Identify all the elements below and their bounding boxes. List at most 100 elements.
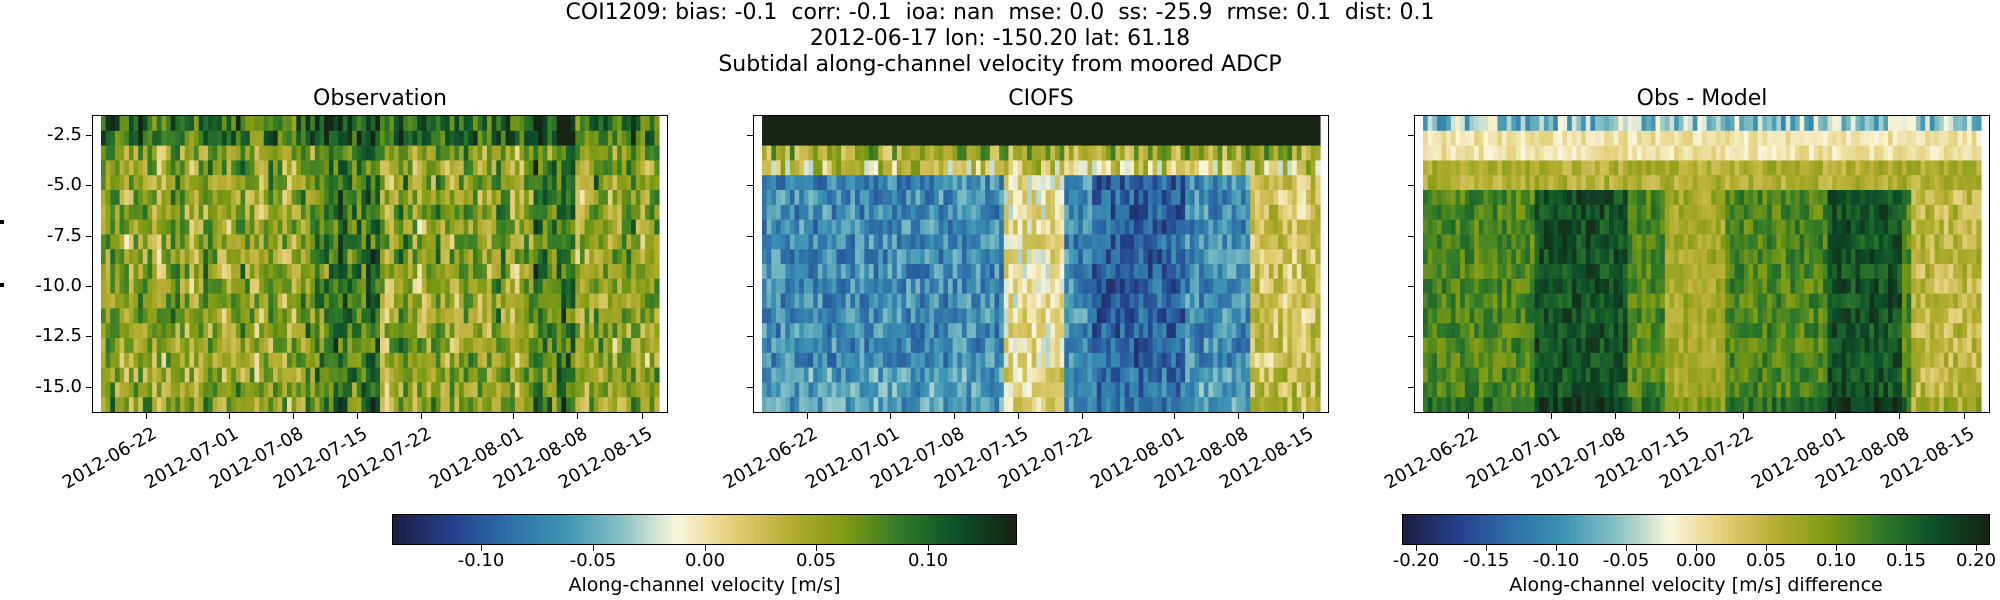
heatmap-cell <box>864 308 870 324</box>
heatmap-cell <box>194 264 200 280</box>
heatmap-cell <box>282 160 288 176</box>
heatmap-cell <box>361 116 367 132</box>
heatmap-cell <box>780 249 786 265</box>
heatmap-cell <box>1278 338 1284 354</box>
heatmap-cell <box>510 234 516 250</box>
heatmap-cell <box>324 116 330 132</box>
heatmap-cell <box>1101 130 1107 147</box>
heatmap-cell <box>184 116 190 132</box>
heatmap-cell <box>855 352 861 369</box>
heatmap-cell <box>1138 338 1144 354</box>
heatmap-cell <box>1003 145 1010 161</box>
heatmap-cell <box>254 145 260 161</box>
heatmap-cell <box>235 249 242 265</box>
heatmap-cell <box>1017 219 1023 235</box>
heatmap-cell <box>561 323 567 339</box>
heatmap-cell <box>775 367 782 383</box>
heatmap-cell <box>924 145 930 161</box>
heatmap-cell <box>393 116 400 132</box>
heatmap-cell <box>607 308 614 324</box>
heatmap-cell <box>1213 338 1219 354</box>
heatmap-cell <box>170 145 176 161</box>
heatmap-cell <box>1185 338 1191 354</box>
heatmap-cell <box>598 323 604 339</box>
heatmap-cell <box>1259 367 1265 383</box>
heatmap-cell <box>426 382 432 398</box>
heatmap-cell <box>491 293 497 309</box>
heatmap-cell <box>1259 160 1265 176</box>
heatmap-cell <box>1287 249 1293 265</box>
heatmap-cell <box>1143 219 1149 235</box>
heatmap-cell <box>598 367 604 383</box>
heatmap-cell <box>841 175 847 191</box>
heatmap-cell <box>999 130 1005 147</box>
heatmap-cell <box>975 175 982 191</box>
heatmap-cell <box>463 249 469 265</box>
heatmap-cell <box>566 130 572 147</box>
heatmap-cell <box>1124 397 1130 412</box>
heatmap-cell <box>496 308 502 324</box>
heatmap-cell <box>1134 130 1140 147</box>
heatmap-cell <box>1054 145 1061 161</box>
heatmap-cell <box>654 234 660 250</box>
heatmap-cell <box>356 382 362 398</box>
heatmap-cell <box>263 130 269 147</box>
heatmap-cell <box>579 397 586 412</box>
heatmap-cell <box>598 397 604 412</box>
heatmap-cell <box>435 204 442 221</box>
heatmap-cell <box>463 116 469 132</box>
heatmap-cell <box>1273 116 1279 132</box>
heatmap-cell <box>878 219 884 235</box>
heatmap-cell <box>1306 308 1312 324</box>
heatmap-cell <box>1082 323 1089 339</box>
heatmap-cell <box>626 145 632 161</box>
heatmap-cell <box>607 116 614 132</box>
heatmap-cell <box>827 382 833 398</box>
heatmap-cell <box>1096 382 1103 398</box>
heatmap-cell <box>584 190 590 206</box>
heatmap-cell <box>421 323 428 339</box>
heatmap-cell <box>1227 352 1233 369</box>
heatmap-cell <box>352 293 358 309</box>
heatmap-cell <box>370 264 376 280</box>
heatmap-cell <box>584 397 590 412</box>
heatmap-cell <box>1441 219 1447 235</box>
heatmap-cell <box>147 204 153 221</box>
heatmap-cell <box>500 338 507 354</box>
heatmap-cell <box>1110 160 1116 176</box>
heatmap-cell <box>1152 397 1158 412</box>
heatmap-cell <box>952 278 958 295</box>
heatmap-cell <box>1464 160 1471 176</box>
heatmap-cell <box>1240 397 1247 412</box>
heatmap-cell <box>1157 130 1163 147</box>
heatmap-cell <box>533 160 539 176</box>
heatmap-cell <box>938 323 944 339</box>
heatmap-cell <box>263 308 269 324</box>
heatmap-cell <box>1273 249 1279 265</box>
heatmap-cell <box>780 367 786 383</box>
heatmap-cell <box>477 278 483 295</box>
heatmap-cell <box>985 323 991 339</box>
heatmap-cell <box>762 367 768 383</box>
heatmap-cell <box>649 352 655 369</box>
heatmap-cell <box>971 249 977 265</box>
heatmap-cell <box>831 160 837 176</box>
heatmap-cell <box>1106 397 1112 412</box>
heatmap-cell <box>305 145 311 161</box>
heatmap-cell <box>994 145 1000 161</box>
heatmap-cell <box>138 293 144 309</box>
heatmap-cell <box>231 160 237 176</box>
heatmap-cell <box>1236 264 1242 280</box>
heatmap-cell <box>859 219 865 235</box>
heatmap-cell <box>421 175 428 191</box>
heatmap-cell <box>245 397 251 412</box>
heatmap-cell <box>1175 175 1182 191</box>
heatmap-cell <box>850 382 856 398</box>
heatmap-cell <box>268 130 274 147</box>
heatmap-cell <box>1222 308 1228 324</box>
heatmap-cell <box>617 190 623 206</box>
heatmap-cell <box>827 175 833 191</box>
heatmap-cell <box>194 204 200 221</box>
heatmap-cell <box>841 219 847 235</box>
heatmap-cell <box>105 160 111 176</box>
